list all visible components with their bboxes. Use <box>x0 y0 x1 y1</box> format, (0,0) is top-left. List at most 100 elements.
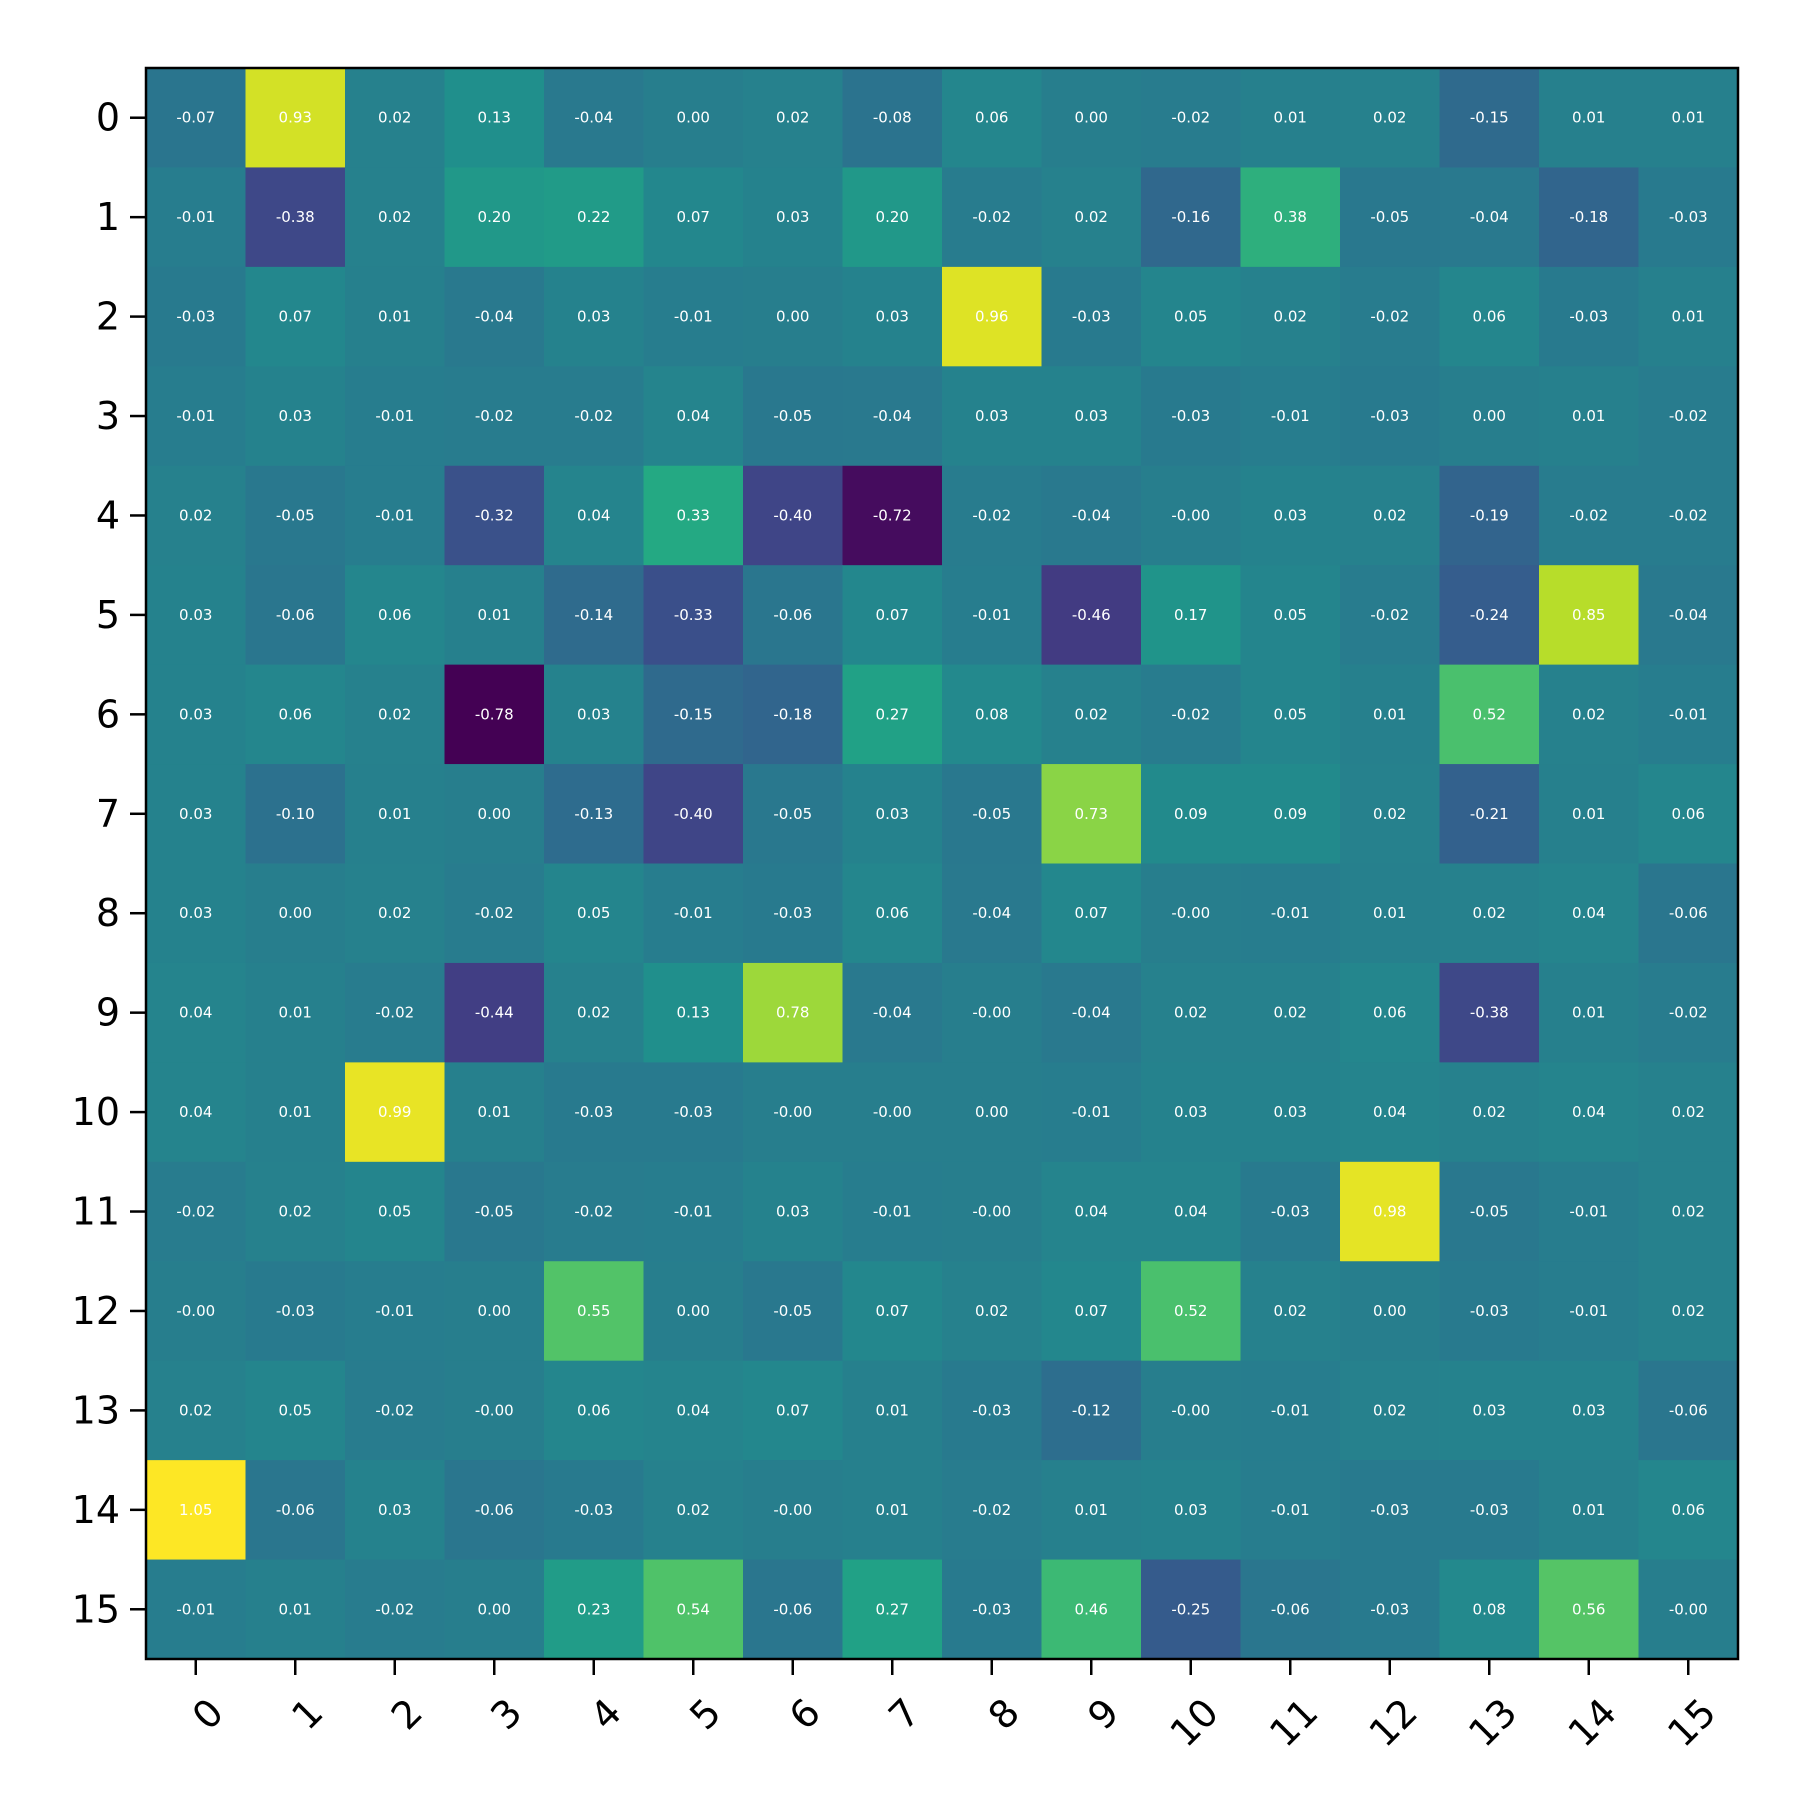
cell-value-label: -0.04 <box>1072 1004 1111 1022</box>
cell-value-label: -0.05 <box>972 805 1011 823</box>
plot-frame <box>144 66 1740 1661</box>
cell-value-label: -0.05 <box>1470 1203 1509 1221</box>
heatmap-cell-11-14 <box>1539 1161 1640 1262</box>
cell-value-label: 0.07 <box>1075 1302 1108 1320</box>
cell-value-label: 0.02 <box>1174 1004 1207 1022</box>
heatmap-cell-12-6 <box>743 1261 844 1362</box>
cell-value-label: 0.93 <box>279 109 312 127</box>
heatmap-cell-9-3 <box>444 962 545 1063</box>
heatmap-cell-0-6 <box>743 68 844 169</box>
cell-value-label: -0.00 <box>873 1103 912 1121</box>
heatmap-cell-14-5 <box>643 1460 744 1561</box>
heatmap-cell-8-11 <box>1240 863 1341 964</box>
cell-value-label: 0.01 <box>1672 109 1705 127</box>
heatmap-cell-15-11 <box>1240 1559 1341 1660</box>
heatmap-cell-15-0 <box>146 1559 247 1660</box>
cell-value-label: 0.01 <box>876 1401 909 1419</box>
cell-value-label: -0.01 <box>1569 1203 1608 1221</box>
heatmap-cell-6-7 <box>842 664 943 765</box>
x-tick-label: 1 <box>283 1690 331 1738</box>
y-tick-label: 6 <box>96 692 120 736</box>
heatmap-cell-12-11 <box>1240 1261 1341 1362</box>
heatmap-cell-0-2 <box>345 68 446 169</box>
cell-value-label: 0.07 <box>876 1302 909 1320</box>
cell-value-label: 0.01 <box>1075 1501 1108 1519</box>
heatmap-cell-12-0 <box>146 1261 247 1362</box>
cell-value-label: -0.01 <box>176 1600 215 1618</box>
heatmap-cell-8-13 <box>1439 863 1540 964</box>
cell-value-label: 0.06 <box>1373 1004 1406 1022</box>
heatmap-cell-14-1 <box>245 1460 346 1561</box>
heatmap-cell-4-6 <box>743 465 844 566</box>
heatmap-cell-3-3 <box>444 366 545 467</box>
cell-value-label: -0.01 <box>674 308 713 326</box>
heatmap-cell-8-4 <box>544 863 645 964</box>
heatmap-cell-5-5 <box>643 565 744 666</box>
heatmap-cell-11-11 <box>1240 1161 1341 1262</box>
cell-value-label: -0.14 <box>574 606 613 624</box>
heatmap-cell-7-11 <box>1240 764 1341 865</box>
heatmap-cell-4-8 <box>942 465 1043 566</box>
heatmap-cell-6-4 <box>544 664 645 765</box>
cell-value-label: -0.06 <box>276 606 315 624</box>
cell-value-label: 0.02 <box>1672 1103 1705 1121</box>
heatmap-cell-5-12 <box>1340 565 1441 666</box>
heatmap-cell-15-1 <box>245 1559 346 1660</box>
cell-value-label: 0.07 <box>279 308 312 326</box>
heatmap-cell-1-4 <box>544 167 645 268</box>
heatmap-cell-0-4 <box>544 68 645 169</box>
cell-value-label: -0.02 <box>972 506 1011 524</box>
cell-value-label: 0.03 <box>179 904 212 922</box>
heatmap-cell-8-1 <box>245 863 346 964</box>
heatmap-cell-7-2 <box>345 764 446 865</box>
heatmap-cell-0-15 <box>1638 68 1739 169</box>
cell-value-label: 0.02 <box>1274 1302 1307 1320</box>
cell-value-label: -0.15 <box>674 705 713 723</box>
cell-value-label: -0.02 <box>972 1501 1011 1519</box>
heatmap-cell-9-4 <box>544 962 645 1063</box>
heatmap-cell-12-15 <box>1638 1261 1739 1362</box>
heatmap-cell-8-0 <box>146 863 247 964</box>
heatmap-cell-3-12 <box>1340 366 1441 467</box>
heatmap-cell-15-14 <box>1539 1559 1640 1660</box>
cell-value-label: 0.00 <box>279 904 312 922</box>
heatmap-cell-7-5 <box>643 764 744 865</box>
heatmap-cell-2-10 <box>1141 266 1242 367</box>
heatmap-cell-1-7 <box>842 167 943 268</box>
heatmap-cell-4-10 <box>1141 465 1242 566</box>
heatmap-cell-12-5 <box>643 1261 744 1362</box>
heatmap-cell-13-14 <box>1539 1360 1640 1461</box>
heatmap-cell-9-5 <box>643 962 744 1063</box>
cell-value-label: 0.02 <box>279 1203 312 1221</box>
cell-value-label: 0.23 <box>577 1600 610 1618</box>
cell-value-label: -0.03 <box>574 1501 613 1519</box>
cell-value-label: 0.03 <box>1174 1501 1207 1519</box>
heatmap-cell-5-0 <box>146 565 247 666</box>
cell-value-label: 0.03 <box>179 705 212 723</box>
heatmap-cell-13-4 <box>544 1360 645 1461</box>
heatmap-cell-4-2 <box>345 465 446 566</box>
x-tick-label: 8 <box>980 1690 1028 1738</box>
cell-value-label: -0.01 <box>1271 1501 1310 1519</box>
x-tick-label: 12 <box>1361 1690 1426 1755</box>
x-tick-label: 3 <box>482 1690 530 1738</box>
cell-value-label: 0.06 <box>1473 308 1506 326</box>
cell-value-label: 0.06 <box>1672 1501 1705 1519</box>
heatmap-cell-2-3 <box>444 266 545 367</box>
heatmap-cell-2-0 <box>146 266 247 367</box>
cell-value-label: -0.15 <box>1470 109 1509 127</box>
heatmap-cell-5-3 <box>444 565 545 666</box>
cell-value-label: -0.03 <box>1569 308 1608 326</box>
heatmap-cell-10-3 <box>444 1062 545 1163</box>
heatmap-cell-8-5 <box>643 863 744 964</box>
cell-value-label: 0.02 <box>1274 1004 1307 1022</box>
heatmap-cell-3-8 <box>942 366 1043 467</box>
heatmap-cell-3-1 <box>245 366 346 467</box>
heatmap-cell-2-5 <box>643 266 744 367</box>
heatmap-cell-8-14 <box>1539 863 1640 964</box>
heatmap-cell-2-7 <box>842 266 943 367</box>
heatmap-cell-3-9 <box>1041 366 1142 467</box>
heatmap-cell-13-6 <box>743 1360 844 1461</box>
heatmap-cell-3-15 <box>1638 366 1739 467</box>
